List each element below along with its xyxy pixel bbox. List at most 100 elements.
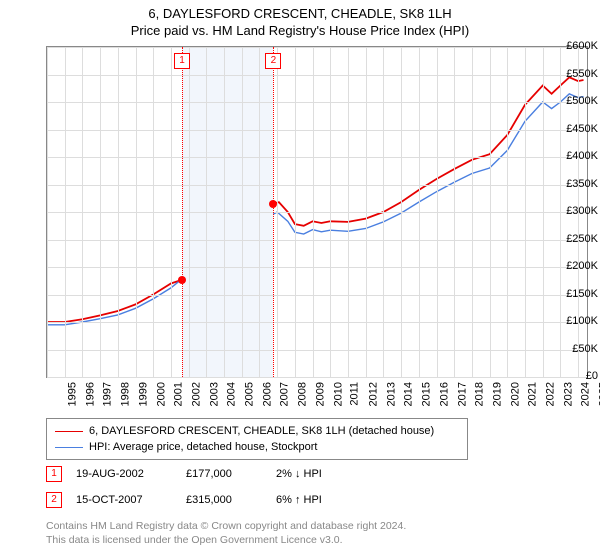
marker-box: 2	[265, 53, 281, 69]
x-tick-label: 2014	[403, 382, 415, 406]
x-tick-label: 2004	[226, 382, 238, 406]
x-tick-label: 2008	[297, 382, 309, 406]
x-tick-label: 2023	[562, 382, 574, 406]
gridline-h	[47, 322, 587, 323]
gridline-v	[348, 47, 349, 377]
x-tick-label: 2021	[527, 382, 539, 406]
x-tick-label: 1995	[66, 382, 78, 406]
gridline-h	[47, 130, 587, 131]
y-tick-label: £450K	[556, 123, 598, 135]
marker-point	[269, 200, 277, 208]
gridline-v	[313, 47, 314, 377]
gridline-v	[366, 47, 367, 377]
y-tick-label: £350K	[556, 178, 598, 190]
gridline-v	[224, 47, 225, 377]
gridline-v	[437, 47, 438, 377]
gridline-v	[206, 47, 207, 377]
x-tick-label: 2010	[332, 382, 344, 406]
legend-row: HPI: Average price, detached house, Stoc…	[55, 439, 459, 455]
event-row: 215-OCT-2007£315,0006% ↑ HPI	[46, 492, 322, 508]
gridline-h	[47, 157, 587, 158]
gridline-v	[454, 47, 455, 377]
y-tick-label: £50K	[556, 343, 598, 355]
gridline-v	[171, 47, 172, 377]
gridline-v	[472, 47, 473, 377]
event-pct: 2% ↓ HPI	[276, 468, 322, 480]
legend-swatch	[55, 447, 83, 448]
gridline-v	[490, 47, 491, 377]
chart-subtitle: Price paid vs. HM Land Registry's House …	[0, 21, 600, 42]
event-pct: 6% ↑ HPI	[276, 494, 322, 506]
x-tick-label: 2001	[173, 382, 185, 406]
footer-line-1: Contains HM Land Registry data © Crown c…	[46, 520, 406, 534]
x-tick-label: 2011	[349, 382, 361, 406]
x-tick-label: 2005	[244, 382, 256, 406]
series-line	[47, 77, 584, 322]
marker-line	[273, 47, 274, 377]
gridline-v	[136, 47, 137, 377]
x-tick-label: 2019	[491, 382, 503, 406]
y-tick-label: £200K	[556, 260, 598, 272]
gridline-v	[259, 47, 260, 377]
footer-attribution: Contains HM Land Registry data © Crown c…	[46, 520, 406, 547]
x-tick-label: 2016	[438, 382, 450, 406]
x-tick-label: 2022	[545, 382, 557, 406]
y-tick-label: £300K	[556, 205, 598, 217]
gridline-v	[543, 47, 544, 377]
event-date: 19-AUG-2002	[76, 468, 186, 480]
x-tick-label: 2003	[208, 382, 220, 406]
x-tick-label: 2002	[190, 382, 202, 406]
x-tick-label: 2020	[509, 382, 521, 406]
gridline-h	[47, 212, 587, 213]
legend-row: 6, DAYLESFORD CRESCENT, CHEADLE, SK8 1LH…	[55, 423, 459, 439]
gridline-h	[47, 102, 587, 103]
chart-plot-area: 12	[46, 46, 588, 378]
gridline-h	[47, 47, 587, 48]
y-tick-label: £150K	[556, 288, 598, 300]
gridline-v	[383, 47, 384, 377]
x-tick-label: 2018	[474, 382, 486, 406]
event-price: £177,000	[186, 468, 276, 480]
event-marker-box: 2	[46, 492, 62, 508]
gridline-v	[242, 47, 243, 377]
marker-box: 1	[174, 53, 190, 69]
y-tick-label: £500K	[556, 95, 598, 107]
x-tick-label: 1996	[84, 382, 96, 406]
x-tick-label: 1998	[120, 382, 132, 406]
legend: 6, DAYLESFORD CRESCENT, CHEADLE, SK8 1LH…	[46, 418, 468, 460]
x-tick-label: 2000	[155, 382, 167, 406]
gridline-v	[118, 47, 119, 377]
gridline-h	[47, 350, 587, 351]
gridline-h	[47, 267, 587, 268]
x-tick-label: 2007	[279, 382, 291, 406]
gridline-v	[507, 47, 508, 377]
gridline-h	[47, 377, 587, 378]
gridline-v	[47, 47, 48, 377]
gridline-v	[525, 47, 526, 377]
gridline-h	[47, 295, 587, 296]
x-tick-label: 2017	[456, 382, 468, 406]
series-line	[47, 94, 584, 325]
gridline-v	[295, 47, 296, 377]
gridline-h	[47, 75, 587, 76]
y-tick-label: £250K	[556, 233, 598, 245]
x-tick-label: 2024	[580, 382, 592, 406]
x-tick-label: 1999	[137, 382, 149, 406]
footer-line-2: This data is licensed under the Open Gov…	[46, 534, 406, 548]
x-tick-label: 2009	[314, 382, 326, 406]
gridline-v	[153, 47, 154, 377]
legend-label: 6, DAYLESFORD CRESCENT, CHEADLE, SK8 1LH…	[89, 425, 434, 437]
y-tick-label: £0	[556, 370, 598, 382]
event-row: 119-AUG-2002£177,0002% ↓ HPI	[46, 466, 322, 482]
chart-title: 6, DAYLESFORD CRESCENT, CHEADLE, SK8 1LH	[0, 0, 600, 21]
gridline-h	[47, 185, 587, 186]
y-tick-label: £400K	[556, 150, 598, 162]
y-tick-label: £100K	[556, 315, 598, 327]
x-tick-label: 2015	[421, 382, 433, 406]
gridline-v	[277, 47, 278, 377]
event-price: £315,000	[186, 494, 276, 506]
gridline-v	[189, 47, 190, 377]
gridline-v	[401, 47, 402, 377]
gridline-v	[100, 47, 101, 377]
gridline-h	[47, 240, 587, 241]
